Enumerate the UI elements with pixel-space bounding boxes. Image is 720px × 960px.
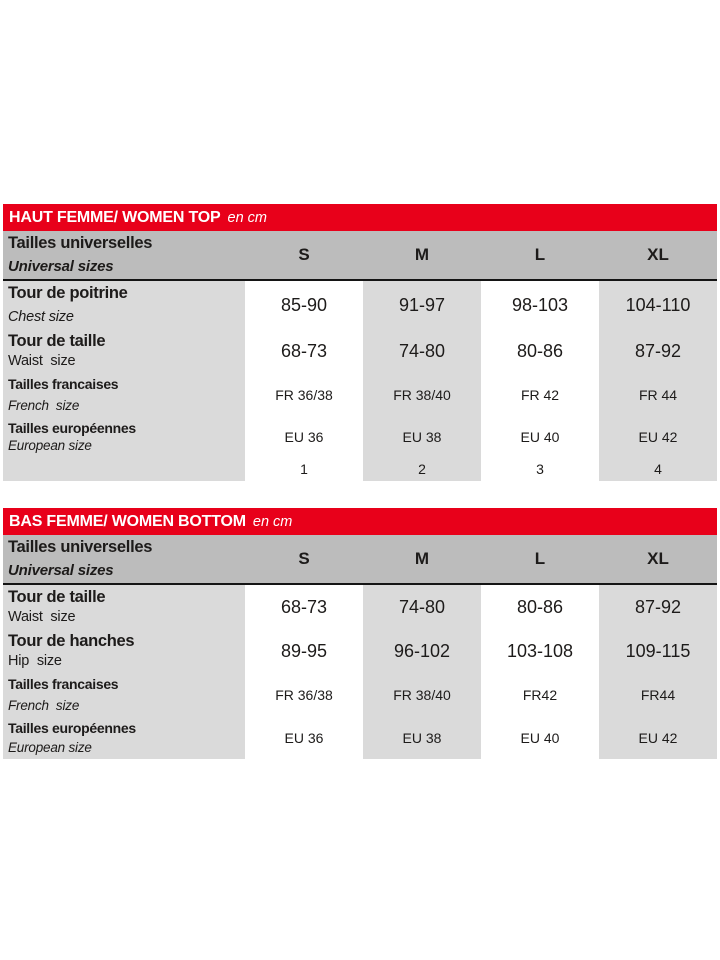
row-label: Tailles francaises French size (3, 673, 245, 717)
size-value-cell: FR 38/40 (363, 373, 481, 417)
row-label-fr: Tour de hanches (8, 632, 135, 650)
size-value-cell: 74-80 (363, 585, 481, 629)
size-value-cell: 87-92 (599, 585, 717, 629)
table-row-chest: Tour de poitrine Chest size 85-90 91-97 … (3, 281, 717, 329)
table-title-unit: en cm (227, 209, 268, 226)
row-label: Tour de poitrine Chest size (3, 281, 245, 329)
size-value-cell: FR 44 (599, 373, 717, 417)
size-value-cell: 68-73 (245, 585, 363, 629)
table-row-waist: Tour de taille Waist size 68-73 74-80 80… (3, 329, 717, 373)
row-label: Tour de taille Waist size (3, 329, 245, 373)
women-top-header-row: Tailles universelles Universal sizes S M… (3, 231, 717, 281)
size-value-cell: FR 36/38 (245, 673, 363, 717)
women-bottom-title-bar: BAS FEMME/ WOMEN BOTTOM en cm (3, 508, 717, 535)
size-value-cell: 103-108 (481, 629, 599, 673)
women-top-title-bar: HAUT FEMME/ WOMEN TOP en cm (3, 204, 717, 231)
column-header-l: L (534, 245, 546, 264)
column-header-m: M (414, 549, 430, 568)
table-row-french-size: Tailles francaises French size FR 36/38 … (3, 373, 717, 417)
row-label: Tour de hanches Hip size (3, 629, 245, 673)
column-header-xl: XL (647, 549, 669, 568)
table-title-unit: en cm (252, 513, 293, 530)
size-value-cell: 80-86 (481, 585, 599, 629)
table-row-french-size: Tailles francaises French size FR 36/38 … (3, 673, 717, 717)
row-label-en: Waist size (8, 353, 76, 369)
size-value-cell: FR 42 (481, 373, 599, 417)
size-value-cell: 96-102 (363, 629, 481, 673)
women-bottom-size-table: BAS FEMME/ WOMEN BOTTOM en cm Tailles un… (3, 508, 717, 759)
column-header-m: M (414, 245, 430, 264)
size-value-cell: 80-86 (481, 329, 599, 373)
row-label-fr: Tour de poitrine (8, 284, 128, 302)
header-label-en: Universal sizes (8, 562, 114, 579)
size-value-cell: EU 40 (481, 717, 599, 759)
size-value-cell: FR44 (599, 673, 717, 717)
row-label: Tailles européennes European size (3, 417, 245, 457)
table-row-waist: Tour de taille Waist size 68-73 74-80 80… (3, 585, 717, 629)
size-value-cell: 91-97 (363, 281, 481, 329)
size-value-cell: 109-115 (599, 629, 717, 673)
row-label: Tour de taille Waist size (3, 585, 245, 629)
table-row-european-size: Tailles européennes European size EU 36 … (3, 717, 717, 759)
column-header-l: L (534, 549, 546, 568)
row-label-en: Waist size (8, 609, 76, 625)
size-value-cell: FR 36/38 (245, 373, 363, 417)
size-value-cell: EU 38 (363, 717, 481, 759)
size-value-cell: EU 36 (245, 717, 363, 759)
row-label-fr: Tailles francaises (8, 676, 119, 692)
size-value-cell: FR 38/40 (363, 673, 481, 717)
size-value-cell: EU 42 (599, 417, 717, 457)
header-label-cell: Tailles universelles Universal sizes (3, 535, 245, 583)
row-label-en: Hip size (8, 653, 62, 669)
row-label-en: French size (8, 698, 80, 713)
table-title: BAS FEMME/ WOMEN BOTTOM (9, 512, 246, 530)
row-label-en: French size (8, 398, 80, 413)
table-row-european-size: Tailles européennes European size EU 36 … (3, 417, 717, 457)
size-value-cell: 68-73 (245, 329, 363, 373)
row-label (3, 457, 245, 481)
row-label-fr: Tailles européennes (8, 720, 136, 736)
row-label-en: European size (8, 740, 92, 755)
size-value-cell: 89-95 (245, 629, 363, 673)
row-label-fr: Tailles francaises (8, 376, 119, 392)
row-label-en: Chest size (8, 309, 74, 325)
header-label-en: Universal sizes (8, 258, 114, 275)
size-value-cell: 1 (245, 457, 363, 481)
column-header-xl: XL (647, 245, 669, 264)
size-value-cell: 4 (599, 457, 717, 481)
row-label-fr: Tour de taille (8, 332, 106, 350)
header-label-fr: Tailles universelles (8, 538, 153, 556)
row-label-fr: Tour de taille (8, 588, 106, 606)
column-header-s: S (298, 549, 310, 568)
row-label: Tailles francaises French size (3, 373, 245, 417)
size-value-cell: FR42 (481, 673, 599, 717)
size-value-cell: 98-103 (481, 281, 599, 329)
size-value-cell: 2 (363, 457, 481, 481)
size-value-cell: EU 40 (481, 417, 599, 457)
size-value-cell: 3 (481, 457, 599, 481)
size-value-cell: EU 42 (599, 717, 717, 759)
header-label-fr: Tailles universelles (8, 234, 153, 252)
women-top-size-table: HAUT FEMME/ WOMEN TOP en cm Tailles univ… (3, 204, 717, 481)
column-header-s: S (298, 245, 310, 264)
row-label: Tailles européennes European size (3, 717, 245, 759)
row-label-en: European size (8, 438, 92, 453)
row-label-fr: Tailles européennes (8, 420, 136, 436)
size-value-cell: 87-92 (599, 329, 717, 373)
women-bottom-header-row: Tailles universelles Universal sizes S M… (3, 535, 717, 585)
table-title: HAUT FEMME/ WOMEN TOP (9, 208, 221, 226)
table-row-hip: Tour de hanches Hip size 89-95 96-102 10… (3, 629, 717, 673)
table-row-size-number: 1 2 3 4 (3, 457, 717, 481)
size-value-cell: 85-90 (245, 281, 363, 329)
size-value-cell: EU 38 (363, 417, 481, 457)
size-value-cell: EU 36 (245, 417, 363, 457)
size-value-cell: 104-110 (599, 281, 717, 329)
size-value-cell: 74-80 (363, 329, 481, 373)
header-label-cell: Tailles universelles Universal sizes (3, 231, 245, 279)
